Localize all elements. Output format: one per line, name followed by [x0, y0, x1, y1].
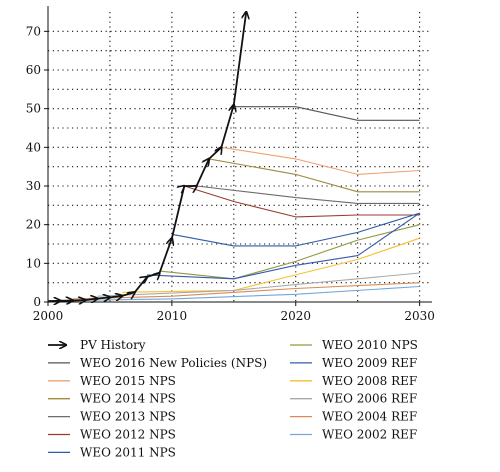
legend-label-weo-2006-ref: WEO 2006 REF — [322, 392, 417, 406]
y-tick-label: 20 — [26, 218, 41, 232]
series-line-weo-2012-nps — [184, 185, 420, 218]
y-tick-label: 40 — [26, 140, 41, 154]
legend-label-weo-2011-nps: WEO 2011 NPS — [80, 445, 176, 459]
y-tick-label: 0 — [33, 295, 41, 309]
series-line-weo-2016-new-policies-nps- — [233, 106, 420, 121]
x-tick-label: 2000 — [33, 309, 64, 323]
legend-label-weo-2002-ref: WEO 2002 REF — [322, 428, 417, 442]
x-tick-label: 2030 — [404, 309, 435, 323]
y-tick-label: 10 — [26, 256, 41, 270]
y-tick-label: 70 — [26, 24, 41, 38]
series-line-weo-2011-nps — [171, 212, 420, 247]
legend-label-pv-history: PV History — [80, 338, 146, 352]
legend-label-weo-2012-nps: WEO 2012 NPS — [80, 428, 176, 442]
y-tick-label: 60 — [26, 63, 41, 77]
legend-label-weo-2015-nps: WEO 2015 NPS — [80, 374, 176, 388]
legend-label-weo-2016-new-policies-nps-: WEO 2016 New Policies (NPS) — [80, 356, 267, 370]
series-line-weo-2015-nps — [221, 146, 420, 175]
legend-label-weo-2009-ref: WEO 2009 REF — [322, 356, 417, 370]
series-lines — [47, 12, 420, 301]
x-tick-label: 2020 — [280, 309, 311, 323]
series-line-weo-2014-nps — [208, 158, 420, 193]
series-line-pv-history — [47, 12, 246, 301]
legend: PV History WEO 2016 New Policies (NPS) WEO… — [48, 338, 418, 459]
legend-label-weo-2013-nps: WEO 2013 NPS — [80, 410, 176, 424]
y-tick-label: 30 — [26, 179, 41, 193]
legend-label-weo-2004-ref: WEO 2004 REF — [322, 410, 417, 424]
legend-label-weo-2008-ref: WEO 2008 REF — [322, 374, 417, 388]
legend-label-weo-2010-nps: WEO 2010 NPS — [322, 338, 418, 352]
y-tick-label: 50 — [26, 102, 41, 116]
x-tick-label: 2010 — [157, 309, 188, 323]
legend-label-weo-2014-nps: WEO 2014 NPS — [80, 392, 176, 406]
